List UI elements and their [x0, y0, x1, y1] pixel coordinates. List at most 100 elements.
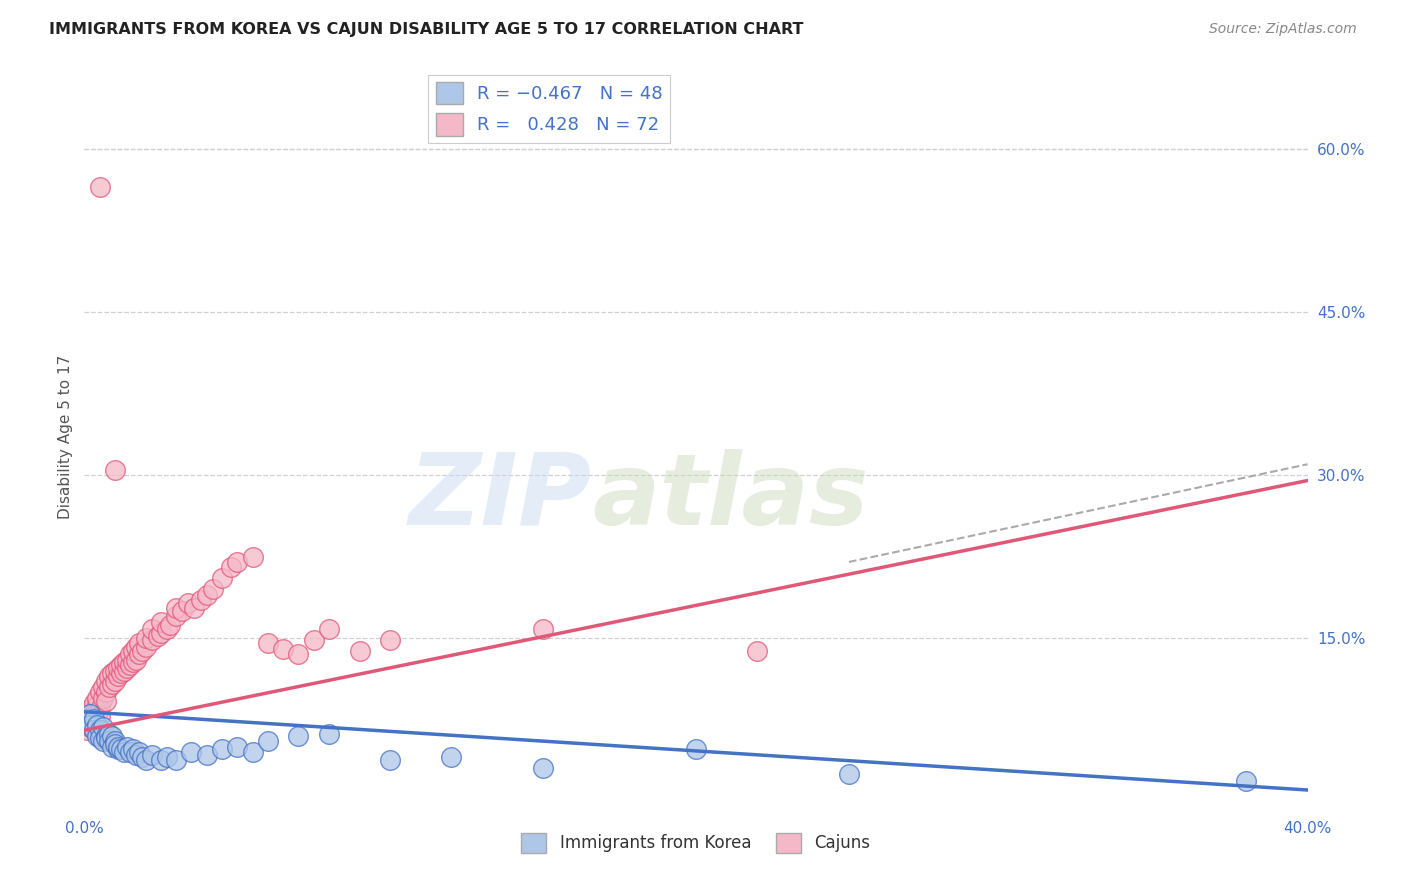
- Text: atlas: atlas: [592, 449, 869, 546]
- Point: [115, 739, 138, 754]
- Point: [76, 713, 98, 727]
- Point: [531, 622, 554, 636]
- Point: [156, 622, 179, 636]
- Point: [165, 753, 187, 767]
- Point: [190, 593, 212, 607]
- Point: [76, 713, 98, 727]
- Point: [165, 609, 187, 624]
- Point: [226, 739, 249, 754]
- Point: [131, 750, 153, 764]
- Point: [91, 680, 114, 694]
- Point: [440, 750, 463, 764]
- Point: [149, 753, 172, 767]
- Point: [287, 647, 309, 661]
- Point: [180, 745, 202, 759]
- Point: [79, 701, 101, 715]
- Point: [89, 723, 111, 738]
- Point: [141, 622, 163, 636]
- Point: [1236, 774, 1258, 789]
- Point: [211, 741, 233, 756]
- Point: [747, 644, 769, 658]
- Point: [89, 180, 111, 194]
- Point: [177, 596, 200, 610]
- Point: [531, 761, 554, 775]
- Point: [97, 726, 120, 740]
- Point: [110, 741, 132, 756]
- Point: [89, 701, 111, 715]
- Point: [257, 636, 280, 650]
- Point: [89, 685, 111, 699]
- Point: [91, 734, 114, 748]
- Point: [838, 766, 860, 780]
- Point: [122, 655, 145, 669]
- Point: [101, 676, 124, 690]
- Point: [135, 753, 157, 767]
- Point: [89, 731, 111, 745]
- Point: [122, 741, 145, 756]
- Point: [120, 658, 142, 673]
- Point: [115, 661, 138, 675]
- Point: [79, 706, 101, 721]
- Point: [141, 633, 163, 648]
- Point: [195, 588, 218, 602]
- Point: [149, 625, 172, 640]
- Point: [159, 618, 181, 632]
- Point: [97, 734, 120, 748]
- Point: [135, 640, 157, 654]
- Point: [83, 713, 105, 727]
- Point: [104, 734, 127, 748]
- Point: [349, 644, 371, 658]
- Point: [128, 647, 150, 661]
- Point: [242, 549, 264, 564]
- Point: [242, 745, 264, 759]
- Point: [94, 685, 117, 699]
- Point: [226, 555, 249, 569]
- Point: [76, 723, 98, 738]
- Point: [149, 615, 172, 629]
- Point: [94, 674, 117, 689]
- Point: [380, 753, 402, 767]
- Point: [211, 571, 233, 585]
- Point: [94, 729, 117, 743]
- Point: [97, 669, 120, 683]
- Point: [101, 665, 124, 680]
- Point: [83, 715, 105, 730]
- Point: [131, 644, 153, 658]
- Point: [104, 664, 127, 678]
- Point: [101, 729, 124, 743]
- Point: [86, 698, 108, 713]
- Point: [122, 644, 145, 658]
- Point: [86, 690, 108, 705]
- Point: [104, 674, 127, 689]
- Point: [125, 748, 148, 763]
- Legend: Immigrants from Korea, Cajuns: Immigrants from Korea, Cajuns: [515, 826, 877, 860]
- Point: [172, 604, 194, 618]
- Point: [83, 706, 105, 721]
- Point: [128, 636, 150, 650]
- Point: [125, 640, 148, 654]
- Point: [104, 738, 127, 752]
- Point: [257, 734, 280, 748]
- Point: [271, 641, 294, 656]
- Point: [141, 748, 163, 763]
- Point: [318, 726, 340, 740]
- Point: [91, 720, 114, 734]
- Text: IMMIGRANTS FROM KOREA VS CAJUN DISABILITY AGE 5 TO 17 CORRELATION CHART: IMMIGRANTS FROM KOREA VS CAJUN DISABILIT…: [49, 22, 804, 37]
- Point: [156, 750, 179, 764]
- Point: [107, 739, 129, 754]
- Point: [83, 696, 105, 710]
- Point: [685, 741, 707, 756]
- Point: [112, 664, 135, 678]
- Point: [128, 745, 150, 759]
- Point: [287, 729, 309, 743]
- Point: [79, 720, 101, 734]
- Point: [115, 653, 138, 667]
- Point: [112, 655, 135, 669]
- Point: [219, 560, 242, 574]
- Point: [195, 748, 218, 763]
- Point: [83, 723, 105, 738]
- Point: [94, 731, 117, 745]
- Point: [112, 745, 135, 759]
- Text: ZIP: ZIP: [409, 449, 592, 546]
- Point: [146, 629, 169, 643]
